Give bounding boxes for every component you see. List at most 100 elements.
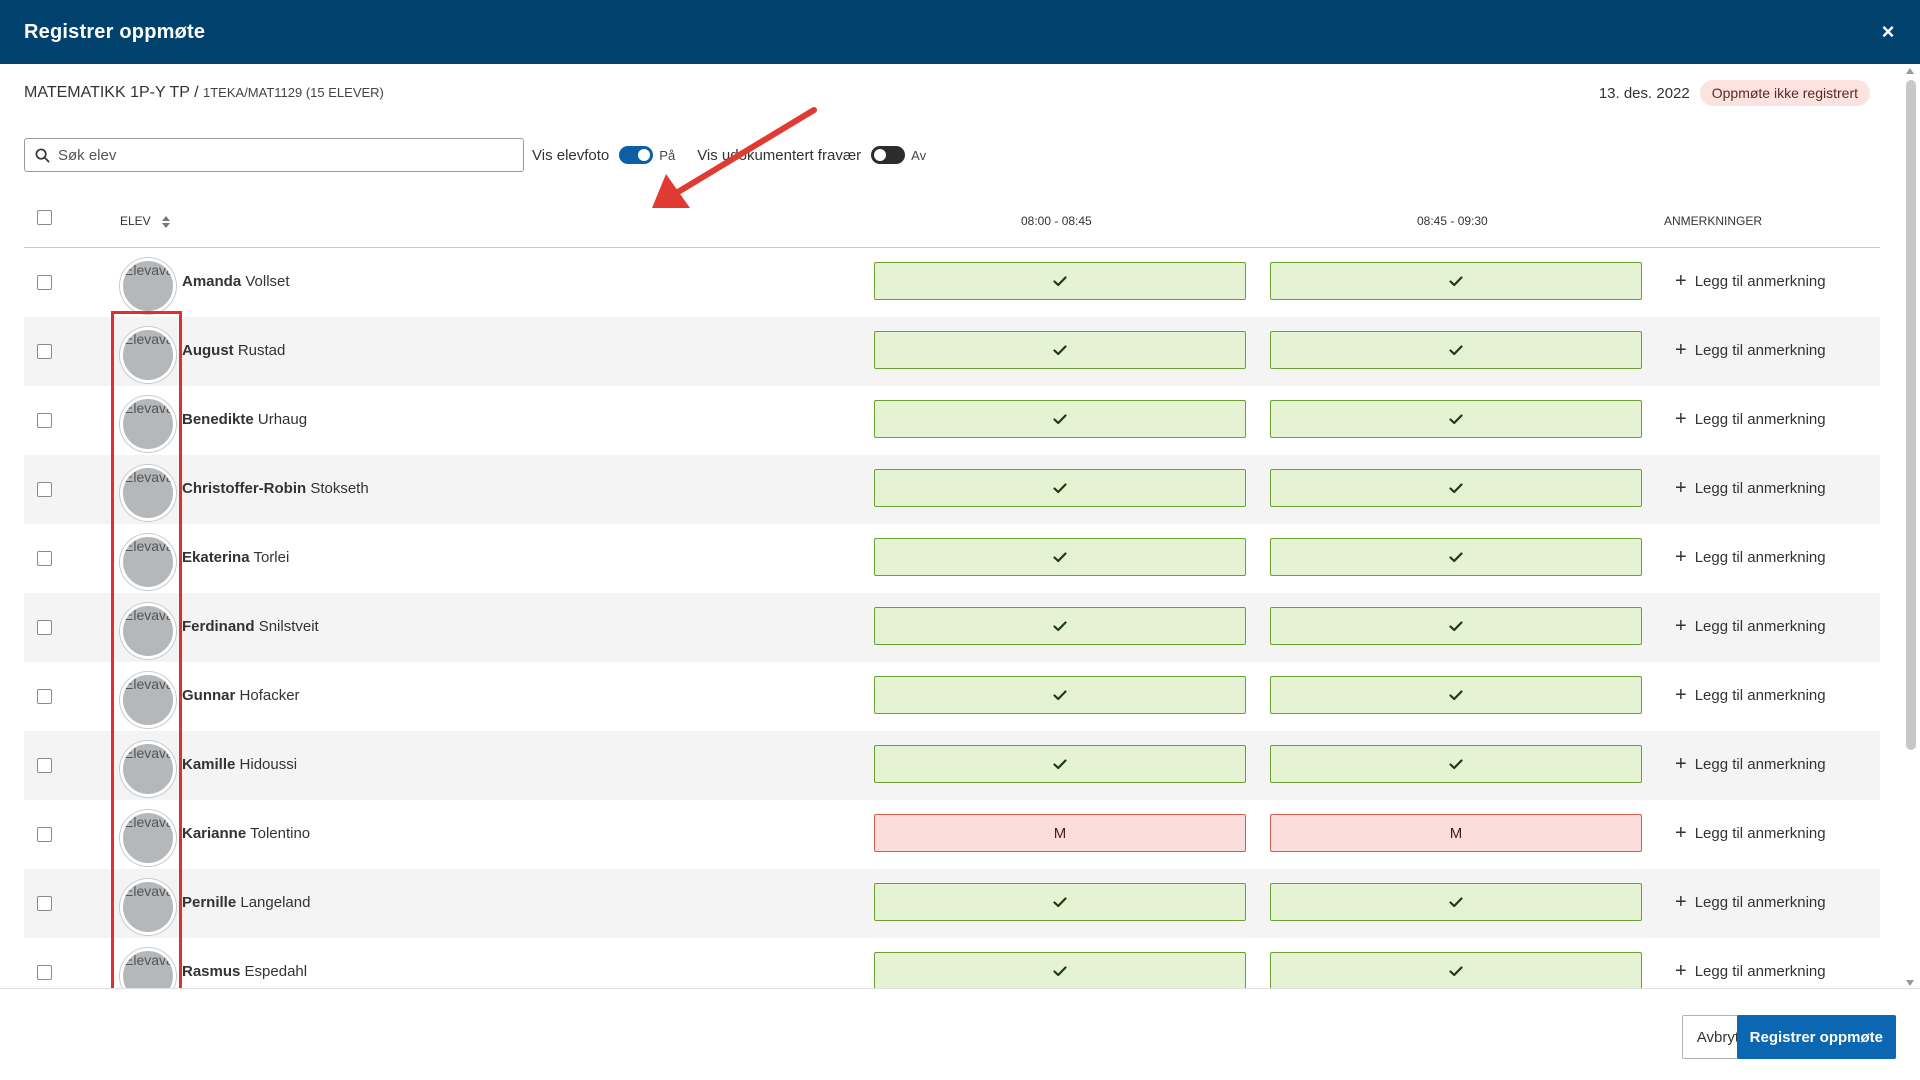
scrollbar[interactable]	[1904, 68, 1916, 986]
register-attendance-button[interactable]: Registrer oppmøte	[1736, 1015, 1896, 1059]
avatar-alt-text: Elevavatar	[124, 331, 174, 347]
scroll-up-arrow[interactable]	[1906, 68, 1914, 74]
search-box[interactable]	[24, 138, 524, 172]
search-input[interactable]	[58, 146, 498, 164]
attendance-cell-present[interactable]	[1270, 745, 1642, 783]
attendance-cell-present[interactable]	[1270, 331, 1642, 369]
select-all-checkbox[interactable]	[37, 210, 52, 225]
modal-body[interactable]: MATEMATIKK 1P-Y TP / 1TEKA/MAT1129 (15 E…	[0, 64, 1920, 988]
attendance-cell-present[interactable]	[874, 883, 1246, 921]
attendance-cell-present[interactable]	[874, 331, 1246, 369]
date-status: 13. des. 2022 Oppmøte ikke registrert	[1599, 80, 1870, 106]
add-remark-button[interactable]: + Legg til anmerkning	[1675, 616, 1826, 636]
avatar-alt-text: Elevavatar	[124, 538, 174, 554]
row-checkbox[interactable]	[37, 620, 52, 635]
attendance-cell-present[interactable]	[1270, 400, 1642, 438]
add-remark-button[interactable]: + Legg til anmerkning	[1675, 891, 1826, 913]
add-remark-label: Legg til anmerkning	[1694, 755, 1826, 773]
add-remark-label: Legg til anmerkning	[1694, 962, 1826, 980]
student-last-name: Hofacker	[239, 687, 300, 704]
avatar-alt-text: Elevavatar	[124, 814, 174, 830]
attendance-cell-absent[interactable]: M	[874, 814, 1246, 852]
close-button[interactable]: ×	[1874, 18, 1902, 46]
absence-toggle[interactable]	[871, 146, 906, 164]
student-first-name: Benedikte	[182, 411, 254, 428]
attendance-cell-present[interactable]	[874, 607, 1246, 645]
photo-toggle[interactable]	[619, 146, 654, 164]
check-icon	[1053, 413, 1067, 424]
check-icon	[1053, 344, 1067, 355]
student-first-name: Amanda	[182, 273, 242, 290]
row-checkbox[interactable]	[37, 758, 52, 773]
check-icon	[1449, 551, 1463, 562]
add-remark-button[interactable]: + Legg til anmerkning	[1675, 271, 1826, 291]
scroll-thumb[interactable]	[1906, 80, 1916, 750]
scroll-down-arrow[interactable]	[1906, 980, 1914, 986]
row-checkbox[interactable]	[37, 413, 52, 428]
add-remark-button[interactable]: + Legg til anmerkning	[1675, 408, 1826, 430]
toggle-knob	[874, 149, 887, 161]
attendance-cell-present[interactable]	[1270, 952, 1642, 988]
row-checkbox[interactable]	[37, 482, 52, 497]
attendance-cell-absent[interactable]: M	[1270, 814, 1642, 852]
attendance-cell-present[interactable]	[1270, 676, 1642, 714]
plus-icon: +	[1675, 891, 1687, 913]
avatar: Elevavatar	[120, 534, 176, 590]
table-row: Elevavatar Karianne Tolentino M M + Legg til …	[24, 800, 1880, 869]
student-name: Ferdinand Snilstveit	[182, 618, 319, 635]
check-icon	[1449, 896, 1463, 907]
check-icon	[1053, 965, 1067, 976]
student-name: Rasmus Espedahl	[182, 963, 307, 980]
plus-icon: +	[1675, 684, 1687, 706]
plus-icon: +	[1675, 339, 1687, 361]
check-icon	[1449, 275, 1463, 286]
attendance-cell-present[interactable]	[1270, 262, 1642, 300]
check-icon	[1449, 482, 1463, 493]
attendance-cell-present[interactable]	[874, 538, 1246, 576]
row-checkbox[interactable]	[37, 551, 52, 566]
attendance-cell-present[interactable]	[874, 745, 1246, 783]
close-icon[interactable]: ×	[1881, 19, 1895, 44]
attendance-cell-present[interactable]	[874, 469, 1246, 507]
row-checkbox[interactable]	[37, 344, 52, 359]
student-last-name: Vollset	[245, 273, 290, 290]
sort-icon[interactable]	[162, 215, 171, 228]
row-checkbox[interactable]	[37, 275, 52, 290]
attendance-cell-present[interactable]	[874, 400, 1246, 438]
student-name: Pernille Langeland	[182, 894, 310, 911]
attendance-cell-present[interactable]	[1270, 883, 1642, 921]
student-first-name: August	[182, 342, 234, 359]
attendance-cell-present[interactable]	[874, 952, 1246, 988]
toggle-knob	[638, 149, 651, 161]
attendance-cell-present[interactable]	[1270, 538, 1642, 576]
student-first-name: Karianne	[182, 825, 247, 842]
add-remark-button[interactable]: + Legg til anmerkning	[1675, 684, 1826, 706]
student-first-name: Ferdinand	[182, 618, 255, 635]
table-row: Elevavatar Rasmus Espedahl + Legg til anmer…	[24, 938, 1880, 988]
student-first-name: Christoffer-Robin	[182, 480, 307, 497]
add-remark-label: Legg til anmerkning	[1694, 617, 1826, 635]
plus-icon: +	[1675, 408, 1687, 430]
add-remark-button[interactable]: + Legg til anmerkning	[1675, 478, 1826, 498]
add-remark-button[interactable]: + Legg til anmerkning	[1675, 754, 1826, 774]
avatar-alt-text: Elevavatar	[124, 676, 174, 692]
attendance-cell-present[interactable]	[1270, 607, 1642, 645]
row-checkbox[interactable]	[37, 896, 52, 911]
row-checkbox[interactable]	[37, 965, 52, 980]
attendance-cell-present[interactable]	[874, 676, 1246, 714]
table-row: Elevavatar Kamille Hidoussi + Legg til anme…	[24, 731, 1880, 800]
row-checkbox[interactable]	[37, 689, 52, 704]
add-remark-button[interactable]: + Legg til anmerkning	[1675, 547, 1826, 567]
absence-code: M	[1053, 824, 1067, 842]
row-checkbox[interactable]	[37, 827, 52, 842]
student-column-header[interactable]: ELEV	[120, 214, 171, 228]
add-remark-label: Legg til anmerkning	[1694, 548, 1826, 566]
student-header-label: ELEV	[120, 214, 151, 228]
add-remark-button[interactable]: + Legg til anmerkning	[1675, 961, 1826, 981]
add-remark-button[interactable]: + Legg til anmerkning	[1675, 339, 1826, 361]
search-icon	[35, 148, 50, 162]
attendance-cell-present[interactable]	[874, 262, 1246, 300]
add-remark-button[interactable]: + Legg til anmerkning	[1675, 823, 1826, 843]
attendance-cell-present[interactable]	[1270, 469, 1642, 507]
student-last-name: Torlei	[253, 549, 290, 566]
